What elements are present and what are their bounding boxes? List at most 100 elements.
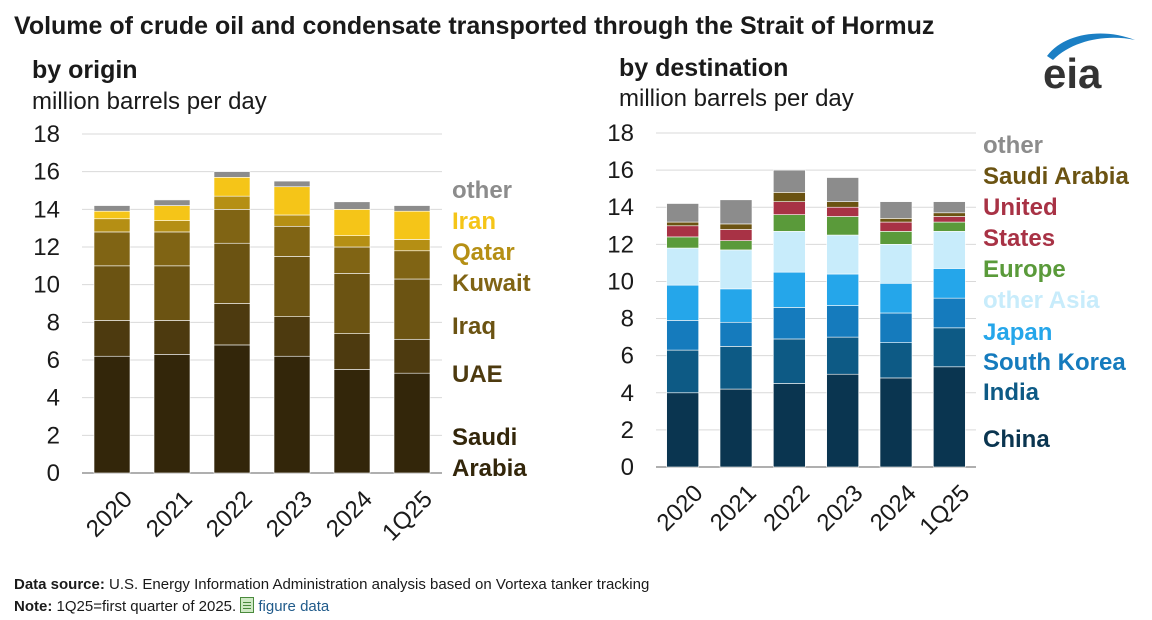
legend-label-other-asia: other Asia	[983, 287, 1100, 314]
bar-segment-iran	[273, 186, 311, 216]
y-tick-label: 12	[33, 234, 60, 261]
bar-segment-japan	[933, 268, 966, 299]
bar-segment-saudi-arabia	[666, 221, 699, 227]
spreadsheet-icon	[240, 597, 255, 613]
legend-label-saudi-arabia: Arabia	[452, 455, 527, 482]
bar-segment-other	[153, 199, 191, 206]
legend-label-saudi-arabia: Saudi	[452, 424, 517, 451]
x-tick-label: 1Q25	[915, 480, 976, 541]
bar-segment-other-asia	[933, 231, 966, 269]
bar-segment-india	[666, 349, 699, 394]
legend-label-kuwait: Kuwait	[452, 270, 531, 297]
x-tick-label: 2024	[865, 480, 922, 537]
bar-segment-other-asia	[879, 244, 913, 284]
x-tick-label: 2020	[652, 480, 709, 537]
bar-segment-saudi-arabia	[393, 372, 431, 474]
bar-segment-iraq	[273, 256, 311, 317]
bar-segment-south-korea	[773, 307, 806, 340]
bar-segment-saudi-arabia	[826, 201, 859, 208]
bar-segment-india	[773, 338, 806, 384]
y-tick-label: 6	[47, 347, 60, 374]
data-source-text: U.S. Energy Information Administration a…	[109, 576, 650, 593]
x-tick-label: 2022	[201, 486, 258, 543]
bar-segment-india	[719, 346, 753, 390]
bar-segment-iran	[213, 177, 251, 197]
bar-segment-kuwait	[153, 231, 191, 267]
bar-segment-iraq	[153, 265, 191, 321]
bar-segment-other	[719, 199, 753, 225]
bar-segment-uae	[273, 316, 311, 357]
bar-segment-china	[879, 377, 913, 468]
bar-segment-japan	[826, 273, 859, 306]
figure-data-link[interactable]: figure data	[258, 598, 330, 615]
bar-segment-united-states	[773, 201, 806, 215]
y-tick-label: 16	[607, 157, 634, 184]
bar-segment-japan	[879, 282, 913, 314]
bar-segment-japan	[773, 271, 806, 308]
x-tick-label: 2021	[705, 480, 762, 537]
bar-segment-south-korea	[826, 305, 859, 338]
bar-segment-other-asia	[719, 249, 753, 290]
x-tick-label: 2024	[321, 486, 378, 543]
y-tick-label: 18	[607, 120, 634, 147]
y-tick-label: 4	[621, 380, 634, 407]
bar-segment-india	[879, 342, 913, 379]
legend-label-south-korea: South Korea	[983, 349, 1126, 376]
bar-segment-united-states	[666, 225, 699, 238]
bar-segment-other	[666, 203, 699, 223]
y-tick-label: 6	[621, 343, 634, 370]
bar-segment-united-states	[719, 229, 753, 241]
y-tick-label: 0	[47, 460, 60, 487]
y-tick-label: 2	[47, 422, 60, 449]
legend-label-india: India	[983, 379, 1040, 406]
bar-segment-saudi-arabia	[879, 218, 913, 223]
legend-label-iraq: Iraq	[452, 313, 496, 340]
bar-segment-uae	[153, 320, 191, 355]
bar-segment-iraq	[333, 273, 371, 334]
bar-segment-kuwait	[93, 231, 131, 267]
eia-logo: eia	[1043, 33, 1135, 97]
legend-label-qatar: Qatar	[452, 239, 515, 266]
bar-segment-other	[879, 201, 913, 219]
legend-label-iran: Iran	[452, 208, 496, 235]
bar-segment-iraq	[393, 278, 431, 340]
bar-segment-china	[826, 373, 859, 468]
bar-segment-qatar	[333, 235, 371, 248]
bar-segment-iran	[393, 210, 431, 240]
bar-segment-kuwait	[333, 246, 371, 274]
right-chart-subtitle: by destination	[619, 54, 789, 82]
bar-segment-uae	[213, 303, 251, 346]
bar-segment-china	[719, 388, 753, 468]
origin-chart: 0 2 4 6 8 10 12 14 16 18 2020 2021 2022 2023 2024 1Q25 o…	[33, 121, 531, 546]
bar-segment-qatar	[93, 218, 131, 233]
bar-segment-qatar	[213, 195, 251, 210]
bar-segment-iran	[333, 209, 371, 236]
bar-segment-other	[273, 180, 311, 188]
bar-segment-kuwait	[273, 225, 311, 257]
bar-segment-china	[666, 392, 699, 468]
bar-segment-iran	[153, 205, 191, 221]
legend-label-other: other	[452, 177, 512, 204]
bar-segment-other	[773, 169, 806, 193]
bar-segment-europe	[933, 221, 966, 232]
bar-segment-other	[213, 171, 251, 178]
bar-segment-uae	[93, 320, 131, 357]
bar-segment-south-korea	[879, 312, 913, 343]
bar-segment-uae	[333, 333, 371, 370]
bar-segment-iraq	[93, 265, 131, 321]
bar-segment-other-asia	[773, 231, 806, 273]
bar-segment-south-korea	[933, 297, 966, 329]
y-tick-label: 14	[607, 194, 634, 221]
y-tick-label: 18	[33, 121, 60, 148]
y-tick-label: 12	[607, 231, 634, 258]
chart-title: Volume of crude oil and condensate trans…	[14, 12, 935, 40]
right-chart-units: million barrels per day	[619, 85, 854, 112]
data-source-line: Data source: U.S. Energy Information Adm…	[14, 576, 649, 593]
y-tick-label: 0	[621, 454, 634, 481]
x-tick-label: 2020	[81, 486, 138, 543]
bar-segment-south-korea	[666, 320, 699, 351]
y-tick-label: 10	[33, 272, 60, 299]
eia-logo-text: eia	[1043, 50, 1102, 97]
legend-label-china: China	[983, 426, 1050, 453]
